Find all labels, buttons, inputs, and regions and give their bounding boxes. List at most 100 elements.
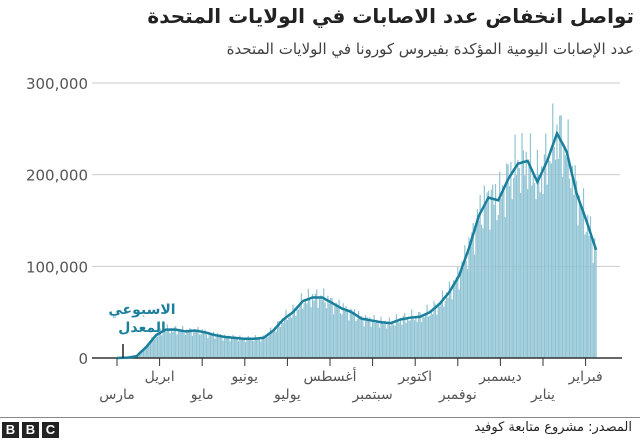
daily-bar <box>511 199 513 358</box>
x-tick-label-month: يونيو <box>231 369 259 385</box>
daily-bar <box>469 245 471 358</box>
daily-bar <box>404 313 406 358</box>
daily-bar <box>471 232 473 358</box>
daily-bar <box>507 164 509 358</box>
annotation-line2: المعدل <box>118 320 166 336</box>
daily-bar <box>377 323 379 358</box>
daily-bar <box>346 308 349 358</box>
daily-bar <box>434 304 437 358</box>
daily-bar <box>359 318 361 358</box>
daily-bar <box>566 157 568 358</box>
daily-bar <box>337 307 339 358</box>
daily-bar <box>183 333 185 358</box>
daily-bar <box>302 308 304 358</box>
daily-bar <box>406 317 409 358</box>
daily-bar <box>230 337 233 358</box>
daily-bar <box>366 317 368 358</box>
daily-bar <box>362 319 364 358</box>
daily-bar <box>246 338 248 358</box>
daily-bar <box>363 326 365 358</box>
x-tick-label-month: فبراير <box>568 369 603 385</box>
daily-bar <box>311 293 314 358</box>
daily-bar <box>264 338 266 358</box>
daily-bar <box>444 300 446 358</box>
daily-bar <box>260 341 262 358</box>
daily-bar <box>557 159 559 358</box>
y-tick-label: 200,000 <box>26 167 88 185</box>
daily-bar <box>581 208 583 358</box>
daily-bar <box>437 303 439 358</box>
daily-bar <box>209 333 212 358</box>
daily-bar <box>282 322 284 358</box>
daily-bar <box>334 303 336 358</box>
daily-bar <box>447 297 449 358</box>
daily-bar <box>268 335 270 358</box>
daily-bar <box>304 298 307 358</box>
daily-bar <box>299 302 301 358</box>
daily-bar <box>161 335 163 358</box>
daily-bar <box>543 154 545 358</box>
daily-bar <box>244 342 247 358</box>
daily-bar <box>489 229 491 358</box>
daily-bar <box>243 337 245 358</box>
daily-bar <box>425 314 427 358</box>
daily-bar <box>278 321 280 358</box>
daily-bar <box>145 347 147 358</box>
daily-bar <box>520 192 522 358</box>
daily-bar <box>208 331 210 358</box>
daily-bar <box>289 313 291 358</box>
daily-bar <box>235 336 237 358</box>
daily-bar <box>353 309 356 358</box>
daily-bar <box>422 314 424 358</box>
daily-bar <box>478 220 480 358</box>
daily-bar <box>180 331 182 358</box>
daily-bar <box>559 115 561 358</box>
daily-bar <box>202 333 205 358</box>
daily-bar <box>580 206 582 358</box>
daily-bar <box>159 328 161 358</box>
daily-bar <box>198 334 201 358</box>
daily-bar <box>525 151 527 358</box>
daily-bar <box>405 322 407 358</box>
daily-bar <box>515 175 518 358</box>
daily-bar <box>541 165 543 358</box>
daily-bar <box>487 190 490 358</box>
daily-bar <box>376 319 378 358</box>
daily-bar <box>318 298 321 358</box>
daily-bar <box>479 195 481 358</box>
daily-bar <box>468 237 470 358</box>
daily-bar <box>398 322 400 358</box>
footer-divider <box>0 417 640 418</box>
daily-bar <box>394 325 396 358</box>
daily-bar <box>163 330 166 358</box>
daily-bar <box>534 183 536 358</box>
daily-bar <box>561 176 564 358</box>
daily-bar <box>504 217 506 358</box>
daily-bar <box>483 185 485 358</box>
daily-bar <box>281 319 283 358</box>
daily-bar <box>529 133 532 358</box>
daily-bar <box>212 331 214 358</box>
daily-bar <box>480 224 483 358</box>
daily-bar <box>373 315 375 358</box>
daily-bar <box>556 124 558 358</box>
daily-bar <box>461 261 463 358</box>
daily-bar <box>211 334 213 358</box>
daily-bar <box>439 306 441 358</box>
daily-bar <box>242 338 244 358</box>
daily-bar <box>290 317 293 358</box>
daily-bar <box>258 337 261 358</box>
daily-bar <box>585 231 587 358</box>
daily-bar <box>285 309 287 358</box>
daily-bar <box>254 335 256 358</box>
daily-bar <box>251 340 254 358</box>
daily-bar <box>392 324 395 358</box>
daily-bar <box>344 310 346 358</box>
daily-bar <box>325 308 328 358</box>
daily-bar <box>196 331 198 358</box>
daily-bar <box>140 351 142 358</box>
daily-bar <box>454 284 456 358</box>
daily-bar <box>310 307 312 358</box>
daily-bar <box>560 115 562 359</box>
